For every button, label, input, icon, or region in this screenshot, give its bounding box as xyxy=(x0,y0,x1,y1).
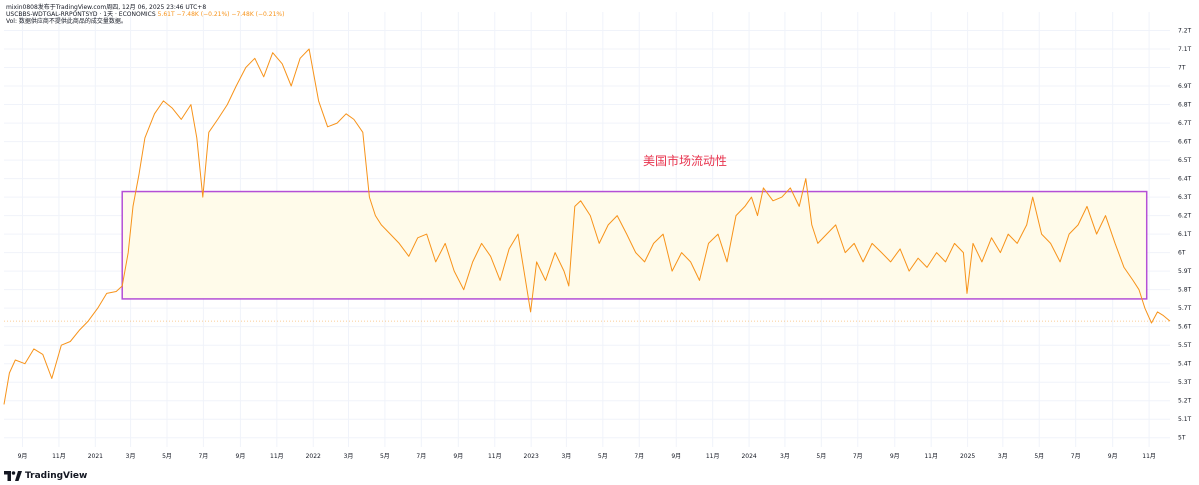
x-tick-label: 2024 xyxy=(741,453,756,460)
x-tick-label: 2022 xyxy=(306,453,321,460)
y-tick-label: 6.7T xyxy=(1178,120,1192,127)
x-axis: 9月 11月 2021 3月 5月 7月 9月 11月 2022 3月 5月 7月 9月 11月 2023 3… xyxy=(18,453,1156,460)
y-tick-label: 6.8T xyxy=(1178,102,1192,109)
x-tick-label: 9月 xyxy=(671,453,681,460)
brand-name: TradingView xyxy=(25,471,88,481)
y-tick-label: 5.8T xyxy=(1178,287,1192,294)
x-tick-label: 5月 xyxy=(816,453,826,460)
y-tick-label: 7T xyxy=(1178,65,1186,72)
tradingview-brand[interactable]: TradingView xyxy=(4,471,87,481)
header-line-1: mixin0808发布于TradingView.com周四, 12月 06, 2… xyxy=(6,4,206,11)
x-tick-label: 5月 xyxy=(1034,453,1044,460)
series-line xyxy=(3,48,1171,405)
x-tick-label: 5月 xyxy=(380,453,390,460)
x-tick-label: 9月 xyxy=(453,453,463,460)
y-tick-label: 6.2T xyxy=(1178,213,1192,220)
x-tick-label: 2023 xyxy=(524,453,539,460)
x-tick-label: 9月 xyxy=(1108,453,1118,460)
x-tick-label: 3月 xyxy=(998,453,1008,460)
y-tick-label: 5.6T xyxy=(1178,324,1192,331)
y-tick-label: 6T xyxy=(1178,250,1186,257)
volume-note: Vol: 数据供应商不提供此商品的成交量数据。 xyxy=(6,18,127,25)
y-tick-label: 6.9T xyxy=(1178,83,1192,90)
x-tick-label: 7月 xyxy=(853,453,863,460)
x-tick-label: 3月 xyxy=(780,453,790,460)
x-tick-label: 11月 xyxy=(924,453,938,460)
tradingview-logo-icon xyxy=(4,471,22,481)
y-tick-label: 5.4T xyxy=(1178,361,1192,368)
x-tick-label: 5月 xyxy=(598,453,608,460)
x-tick-label: 7月 xyxy=(416,453,426,460)
y-tick-label: 6.4T xyxy=(1178,176,1192,183)
y-tick-label: 5.7T xyxy=(1178,305,1192,312)
y-tick-label: 5.9T xyxy=(1178,268,1192,275)
x-tick-label: 11月 xyxy=(706,453,720,460)
y-tick-label: 5.5T xyxy=(1178,342,1192,349)
symbol-values: 5.61T −7.48K (−0.21%) −7.48K (−0.21%) xyxy=(157,11,285,18)
x-tick-label: 5月 xyxy=(162,453,172,460)
x-tick-label: 9月 xyxy=(236,453,246,460)
y-tick-label: 6.5T xyxy=(1178,157,1192,164)
y-tick-label: 5.2T xyxy=(1178,398,1192,405)
volume-note-text: Vol: 数据供应商不提供此商品的成交量数据。 xyxy=(6,18,127,25)
x-tick-label: 11月 xyxy=(1142,453,1156,460)
x-tick-label: 2025 xyxy=(960,453,975,460)
x-tick-label: 11月 xyxy=(270,453,284,460)
y-axis: 7.2T 7.1T 7T 6.9T 6.8T 6.7T 6.6T 6.5T 6.4T 6.3T 6.… xyxy=(1178,28,1192,442)
y-tick-label: 6.6T xyxy=(1178,139,1192,146)
y-tick-label: 7.2T xyxy=(1178,28,1192,35)
x-tick-label: 3月 xyxy=(344,453,354,460)
y-tick-label: 5.1T xyxy=(1178,416,1192,423)
x-tick-label: 7月 xyxy=(634,453,644,460)
x-tick-label: 2021 xyxy=(88,453,103,460)
x-tick-label: 11月 xyxy=(52,453,66,460)
range-box xyxy=(121,190,1148,300)
symbol-label[interactable]: USCBBS-WDTGAL-RRPONTSYD · 1天 · ECONOMICS xyxy=(6,11,156,18)
x-tick-label: 7月 xyxy=(1071,453,1081,460)
y-tick-label: 6.3T xyxy=(1178,194,1192,201)
header-line-2: USCBBS-WDTGAL-RRPONTSYD · 1天 · ECONOMICS… xyxy=(6,11,284,18)
y-tick-label: 5T xyxy=(1178,435,1186,442)
y-tick-label: 7.1T xyxy=(1178,46,1192,53)
x-tick-label: 9月 xyxy=(890,453,900,460)
y-tick-label: 6.1T xyxy=(1178,231,1192,238)
x-tick-label: 3月 xyxy=(561,453,571,460)
annotation-text: 美国市场流动性 xyxy=(643,154,728,168)
x-tick-label: 9月 xyxy=(18,453,28,460)
y-tick-label: 5.3T xyxy=(1178,379,1192,386)
x-tick-label: 3月 xyxy=(126,453,136,460)
x-tick-label: 7月 xyxy=(198,453,208,460)
author-line: mixin0808发布于TradingView.com周四, 12月 06, 2… xyxy=(6,4,207,11)
x-tick-label: 11月 xyxy=(488,453,502,460)
